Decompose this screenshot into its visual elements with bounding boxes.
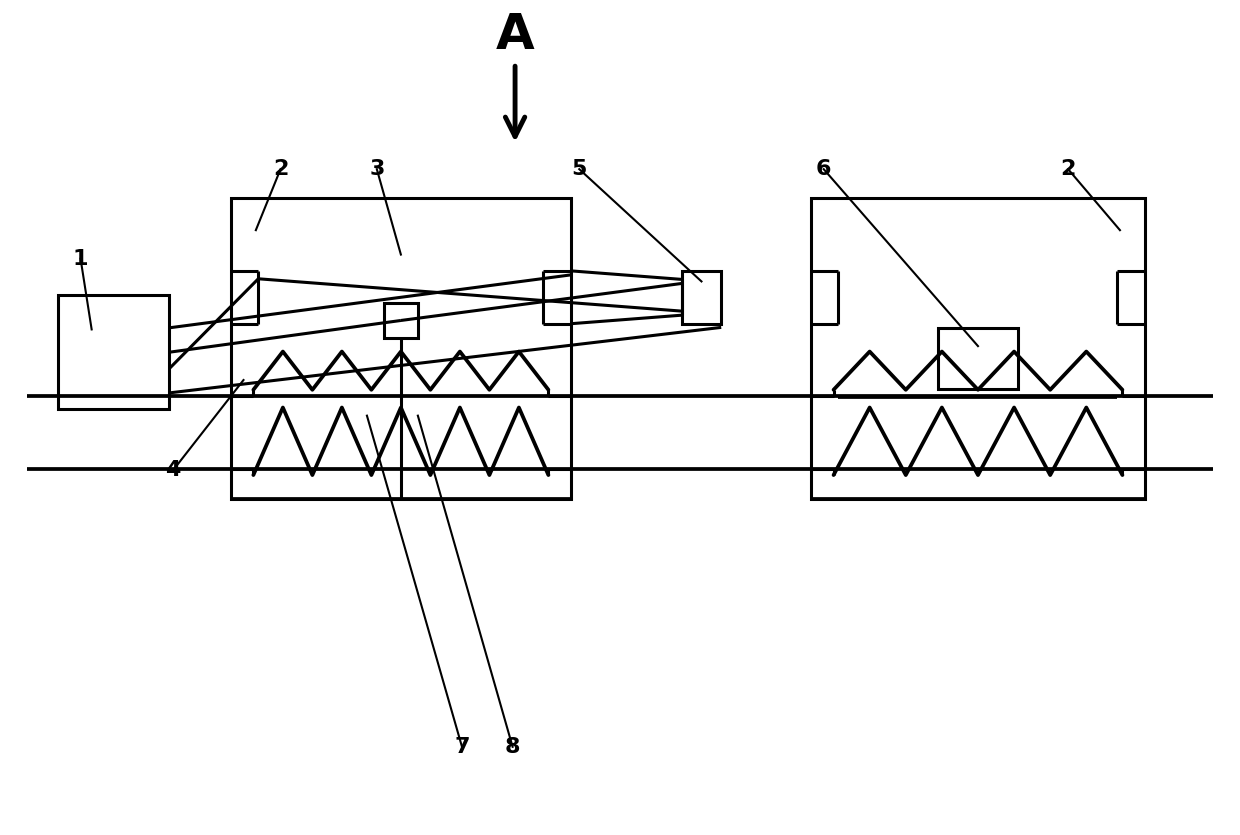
Bar — [811, 198, 1145, 498]
Text: 5: 5 — [572, 159, 587, 180]
Text: 3: 3 — [370, 159, 384, 180]
Text: 2: 2 — [273, 159, 288, 180]
Text: 6: 6 — [816, 159, 832, 180]
Text: 2: 2 — [1060, 159, 1076, 180]
Bar — [231, 198, 570, 498]
Text: 8: 8 — [505, 736, 521, 757]
Bar — [58, 296, 170, 409]
Text: A: A — [496, 12, 534, 59]
Bar — [682, 271, 722, 324]
Text: 1: 1 — [73, 249, 88, 269]
Bar — [383, 303, 418, 337]
Bar — [937, 328, 1018, 389]
Text: 4: 4 — [165, 460, 181, 480]
Text: 7: 7 — [454, 736, 470, 757]
